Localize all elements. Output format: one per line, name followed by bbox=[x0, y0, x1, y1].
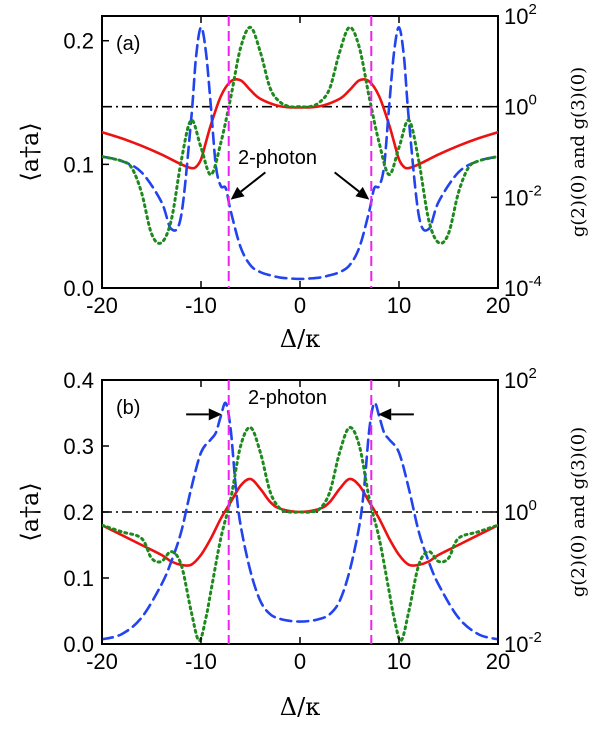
panel-b-series-g3 bbox=[102, 426, 498, 643]
panel-a-ytick-right-label-3: 102 bbox=[504, 1, 537, 29]
panel-b-label: (b) bbox=[116, 397, 140, 419]
panel-a-ylabel-right: g(2)(0) and g(3)(0) bbox=[568, 67, 589, 237]
panel-a: (a) 2-photon Δ/κ ⟨a†a⟩ g(2)(0) and g(3)(… bbox=[16, 1, 589, 353]
panel-b-ytick-left-label-4: 0.4 bbox=[63, 368, 94, 393]
panel-b-xtick-label-4: 20 bbox=[486, 649, 510, 674]
panel-a-series-g2 bbox=[102, 26, 498, 281]
panel-a-annotation: 2-photon bbox=[238, 147, 317, 169]
panel-b-ytick-left-label-3: 0.3 bbox=[63, 434, 94, 459]
panel-a-ytick-right-label-2: 100 bbox=[504, 92, 537, 120]
panel-b-annotation: 2-photon bbox=[248, 387, 327, 409]
panel-b-ytick-right-label-0: 10-2 bbox=[504, 629, 542, 657]
panel-b-series-mean bbox=[102, 477, 498, 567]
panel-b-series-g2 bbox=[102, 401, 498, 641]
panel-b-xtick-label-3: 10 bbox=[387, 649, 411, 674]
panel-b-ylabel-left: ⟨a†a⟩ bbox=[16, 482, 44, 541]
panel-b-plot: -20 -10 0 10 20 0.0 0.1 0.2 0.3 0.4 10-2 100 102 bbox=[63, 365, 541, 674]
panel-a-xtick-label-3: 10 bbox=[387, 293, 411, 318]
panel-b-ytick-right-label-2: 102 bbox=[504, 365, 537, 393]
panel-b-xtick-label-0: -20 bbox=[86, 649, 118, 674]
panel-a-xtick-label-0: -20 bbox=[86, 293, 118, 318]
panel-a-xlabel: Δ/κ bbox=[280, 325, 320, 353]
panel-b-ytick-left-label-2: 0.2 bbox=[63, 500, 94, 525]
panel-a-xtick-label-4: 20 bbox=[486, 293, 510, 318]
panel-b-xlabel: Δ/κ bbox=[280, 693, 320, 721]
panel-b-ytick-left-label-1: 0.1 bbox=[63, 566, 94, 591]
panel-a-xtick-label-2: 0 bbox=[294, 293, 306, 318]
panel-b-xtick-label-1: -10 bbox=[185, 649, 217, 674]
panel-b-ylabel-right: g(2)(0) and g(3)(0) bbox=[568, 427, 589, 597]
panel-a-ytick-right-label-0: 10-4 bbox=[504, 273, 542, 301]
panel-a-plot-area bbox=[102, 25, 498, 281]
panel-b-ytick-right-label-1: 100 bbox=[504, 497, 537, 525]
panel-a-ytick-right-label-1: 10-2 bbox=[504, 182, 542, 210]
panel-a-arrow-head-0 bbox=[230, 186, 245, 200]
panel-b: (b) 2-photon Δ/κ ⟨a†a⟩ g(2)(0) and g(3)(… bbox=[16, 365, 589, 721]
panel-a-ylabel-left: ⟨a†a⟩ bbox=[16, 122, 44, 181]
panel-a-ytick-left-label-0: 0.0 bbox=[63, 276, 94, 301]
panel-a-ytick-left-label-1: 0.1 bbox=[63, 152, 94, 177]
panel-a-series-g3 bbox=[102, 25, 498, 245]
panel-a-plot: -20 -10 0 10 20 0.0 0.1 0.2 10-4 10-2 100 102 bbox=[63, 1, 541, 318]
panel-b-plot-area bbox=[102, 401, 498, 643]
panel-a-arrow-shaft-0 bbox=[240, 171, 266, 193]
panel-b-arrow-head-1 bbox=[378, 408, 392, 421]
panel-a-xtick-label-1: -10 bbox=[185, 293, 217, 318]
panel-a-arrow-head-1 bbox=[355, 186, 370, 200]
panel-a-arrow-shaft-1 bbox=[334, 171, 360, 193]
panel-b-arrow-head-0 bbox=[208, 408, 222, 421]
panel-a-ytick-left-label-2: 0.2 bbox=[63, 29, 94, 54]
panel-b-ytick-left-label-0: 0.0 bbox=[63, 632, 94, 657]
panel-a-label: (a) bbox=[116, 33, 140, 55]
panel-b-xtick-label-2: 0 bbox=[294, 649, 306, 674]
